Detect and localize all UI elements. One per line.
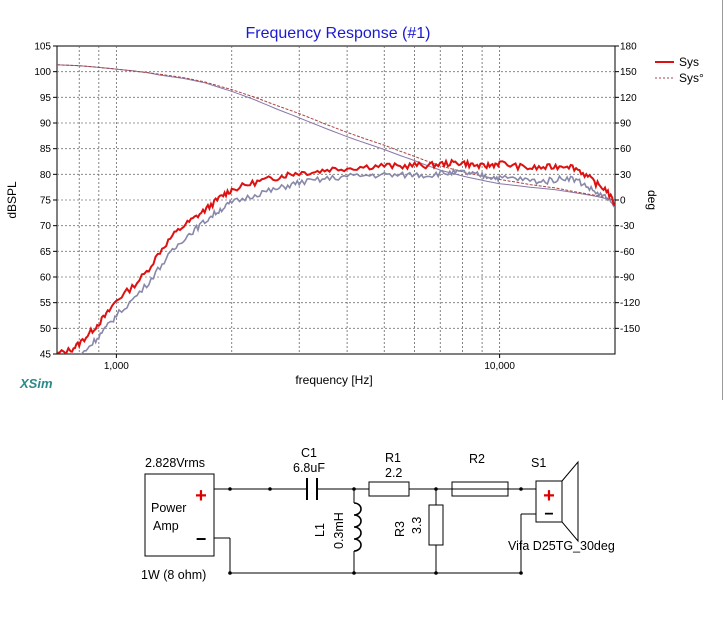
series-line-1[interactable]: [57, 167, 615, 371]
amp-minus-icon: −: [196, 529, 207, 549]
speaker-minus-icon: −: [544, 506, 553, 523]
y-axis-label: dBSPL: [5, 181, 19, 219]
r1-value-label: 2.2: [385, 466, 402, 480]
y2-tick-label: -90: [620, 273, 635, 284]
y2-tick-label: 180: [620, 42, 637, 53]
x-tick-label: 1,000: [104, 361, 129, 372]
r1-resistor[interactable]: [368, 481, 410, 497]
y2-tick-label: 150: [620, 67, 637, 78]
source-power-label: 1W (8 ohm): [141, 568, 206, 582]
s1-speaker-cone: [561, 460, 579, 543]
series-lines: [57, 64, 615, 371]
x-axis: 1,000 10,000: [104, 354, 515, 372]
y-tick-label: 50: [40, 324, 52, 335]
x-tick-label: 10,000: [484, 361, 515, 372]
legend: Sys Sys°: [655, 55, 704, 85]
y-tick-label: 100: [34, 67, 51, 78]
junction-dot: [228, 487, 232, 491]
amp-plus-icon: +: [195, 485, 207, 507]
y2-tick-label: 90: [620, 119, 632, 130]
y-tick-label: 90: [40, 119, 52, 130]
y2-tick-label: 0: [620, 196, 626, 207]
l1-value-label: 0.3mH: [332, 512, 346, 549]
x-axis-label: frequency [Hz]: [295, 373, 372, 387]
source-name-line2: Amp: [153, 519, 179, 533]
junction-dot: [228, 571, 232, 575]
y2-tick-label: -30: [620, 221, 635, 232]
y-tick-label: 65: [40, 247, 52, 258]
l1-name-label: L1: [313, 523, 327, 537]
legend-label-sys-phase: Sys°: [679, 71, 704, 85]
s1-name-label: S1: [531, 456, 546, 470]
xsim-brand: XSim: [19, 376, 53, 391]
junction-dot: [434, 571, 438, 575]
c1-value-label: 6.8uF: [293, 461, 325, 475]
r3-name-label: R3: [393, 521, 407, 537]
junction-dot: [519, 571, 523, 575]
junction-dot: [352, 487, 356, 491]
junction-dot: [519, 487, 523, 491]
source-name-line1: Power: [151, 501, 186, 515]
y2-tick-label: 60: [620, 144, 632, 155]
junctions: [228, 487, 523, 575]
y2-tick-label: -150: [620, 324, 640, 335]
y-tick-label: 105: [34, 42, 51, 53]
y2-tick-label: -120: [620, 298, 640, 309]
y2-tick-label: -60: [620, 247, 635, 258]
s1-speaker-body[interactable]: [535, 480, 563, 523]
speaker-plus-icon: +: [543, 485, 555, 507]
r1-name-label: R1: [385, 451, 401, 465]
power-amp-box[interactable]: [144, 473, 215, 557]
y2-axis-label: deg: [645, 190, 659, 210]
series-line-0[interactable]: [57, 158, 615, 354]
legend-label-sys: Sys: [679, 55, 699, 69]
plot-area[interactable]: [56, 45, 616, 355]
grid: [57, 46, 615, 354]
y-tick-label: 95: [40, 93, 52, 104]
y-tick-label: 80: [40, 170, 52, 181]
junction-dot: [352, 571, 356, 575]
y-tick-label: 85: [40, 144, 52, 155]
c1-name-label: C1: [301, 446, 317, 460]
y-axis-right: 180 150 120 90 60 30 0 -30 -60 -90 -120 -150: [615, 42, 640, 335]
y2-tick-label: 120: [620, 93, 637, 104]
junction-dot: [268, 487, 272, 491]
junction-dot: [434, 487, 438, 491]
y2-tick-label: 30: [620, 170, 632, 181]
r3-resistor[interactable]: [428, 504, 444, 546]
chart-title: Frequency Response (#1): [246, 25, 431, 42]
r2-name-label: R2: [469, 452, 485, 466]
r3-value-label: 3.3: [410, 517, 424, 534]
y-tick-label: 60: [40, 273, 52, 284]
schematic[interactable]: [144, 460, 579, 574]
l1-coil[interactable]: [353, 502, 362, 552]
y-tick-label: 70: [40, 221, 52, 232]
y-tick-label: 45: [40, 350, 52, 361]
y-tick-label: 75: [40, 196, 52, 207]
y-axis-left: 105 100 95 90 85 80 75 70 65 60 55 50 45: [34, 42, 57, 361]
source-voltage-label: 2.828Vrms: [145, 456, 205, 470]
s1-model-label: Vifa D25TG_30deg: [508, 539, 615, 553]
series-line-2[interactable]: [57, 64, 615, 201]
y-tick-label: 55: [40, 298, 52, 309]
